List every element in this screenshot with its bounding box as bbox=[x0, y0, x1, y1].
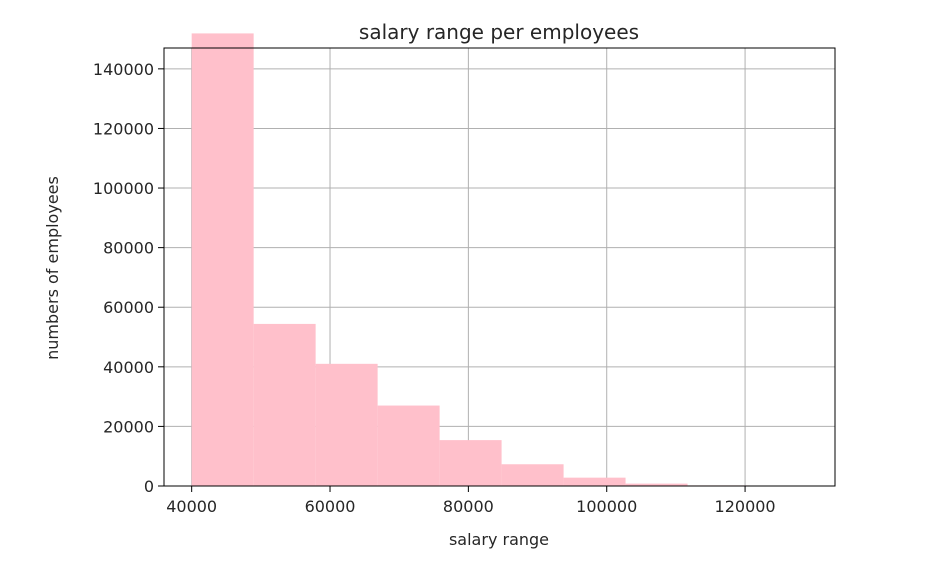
y-tick-label: 100000 bbox=[93, 179, 154, 198]
histogram-bar-4 bbox=[377, 405, 440, 486]
x-axis-title: salary range bbox=[449, 530, 549, 549]
histogram-bar-6 bbox=[501, 464, 564, 486]
histogram-bar-3 bbox=[315, 363, 378, 486]
histogram-bars bbox=[191, 33, 812, 487]
histogram-bar-2 bbox=[253, 323, 316, 486]
chart-title: salary range per employees bbox=[359, 20, 639, 44]
y-tick-label: 60000 bbox=[103, 298, 154, 317]
y-axis-title: numbers of employees bbox=[43, 176, 62, 360]
plot-frame bbox=[163, 47, 836, 487]
y-tick-label: 0 bbox=[144, 477, 154, 496]
axis-ticks: 40000 60000 80000 100000 120000 0 20000 40000 60… bbox=[93, 60, 776, 516]
x-tick-label: 100000 bbox=[576, 497, 637, 516]
histogram-bar-5 bbox=[439, 440, 502, 486]
histogram-bar-8 bbox=[625, 483, 688, 486]
x-tick-label: 60000 bbox=[305, 497, 356, 516]
y-tick-label: 80000 bbox=[103, 239, 154, 258]
y-tick-label: 120000 bbox=[93, 119, 154, 138]
histogram-bar-7 bbox=[563, 477, 626, 486]
x-tick-label: 80000 bbox=[443, 497, 494, 516]
x-tick-label: 120000 bbox=[715, 497, 776, 516]
histogram-bar-1 bbox=[191, 33, 254, 487]
y-tick-label: 20000 bbox=[103, 417, 154, 436]
y-tick-label: 40000 bbox=[103, 358, 154, 377]
x-tick-label: 40000 bbox=[166, 497, 217, 516]
y-tick-label: 140000 bbox=[93, 60, 154, 79]
